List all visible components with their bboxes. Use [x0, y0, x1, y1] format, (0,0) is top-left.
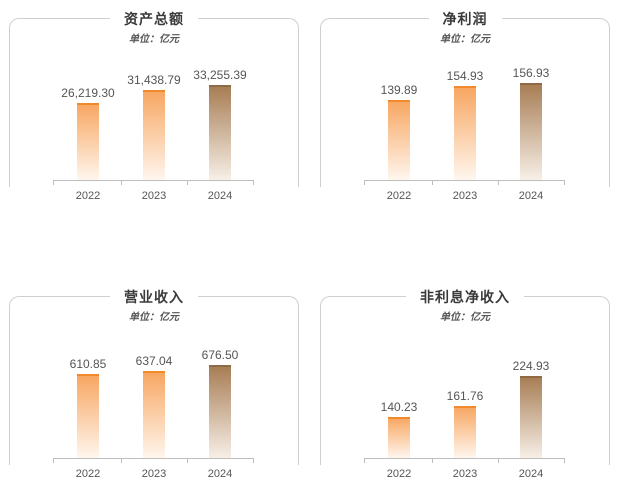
unit-label: 单位：亿元	[129, 34, 179, 45]
bar-2023	[454, 406, 476, 458]
x-tick-label-2022: 2022	[387, 190, 411, 202]
data-label-2022: 26,219.30	[61, 86, 115, 100]
bar-cap-2023	[454, 86, 476, 88]
bar-cap-2022	[77, 374, 99, 376]
chart-panel-non-interest-income: 非利息净收入 单位：亿元 140.23 2022 161.76 2023 224.93 2…	[320, 290, 610, 480]
data-label-2024: 33,255.39	[193, 68, 247, 82]
bar-2023	[143, 90, 165, 180]
unit-label: 单位：亿元	[129, 312, 179, 323]
data-label-2024: 156.93	[513, 66, 550, 80]
chart-panel-total-assets: 资产总额 单位：亿元 26,219.30 2022 31,438.79 2023 33,…	[9, 12, 299, 202]
data-label-2023: 154.93	[447, 69, 484, 83]
bar-2024	[520, 83, 542, 180]
bar-cap-2024	[520, 83, 542, 85]
bar-2022	[388, 417, 410, 458]
x-tick-label-2024: 2024	[208, 468, 232, 480]
data-label-2022: 140.23	[381, 400, 418, 414]
bar-chart-operating-income: 610.85 2022 637.04 2023 676.50 2024	[53, 348, 254, 480]
x-tick-label-2022: 2022	[76, 190, 100, 202]
bar-cap-2024	[209, 365, 231, 367]
data-label-2023: 31,438.79	[127, 73, 181, 87]
chart-title: 净利润	[428, 12, 502, 28]
bar-2024	[209, 365, 231, 458]
chart-panel-net-profit: 净利润 单位：亿元 139.89 2022 154.93 2023 156.93 2024	[320, 12, 610, 202]
unit-label: 单位：亿元	[440, 312, 490, 323]
bar-cap-2023	[143, 371, 165, 373]
x-tick-label-2023: 2023	[453, 190, 477, 202]
bar-2023	[454, 86, 476, 180]
data-label-2022: 139.89	[381, 83, 418, 97]
bar-2024	[520, 376, 542, 458]
bar-2022	[77, 103, 99, 180]
bar-2022	[388, 100, 410, 180]
x-tick-label-2024: 2024	[208, 190, 232, 202]
x-tick-label-2024: 2024	[519, 190, 543, 202]
bar-2022	[77, 374, 99, 458]
bar-2023	[143, 371, 165, 458]
bar-cap-2023	[454, 406, 476, 408]
chart-title: 资产总额	[110, 12, 198, 28]
bar-cap-2024	[520, 376, 542, 378]
bar-cap-2023	[143, 90, 165, 92]
bar-cap-2022	[388, 417, 410, 419]
bar-chart-total-assets: 26,219.30 2022 31,438.79 2023 33,255.39 2024	[53, 68, 254, 202]
chart-title: 非利息净收入	[406, 290, 524, 306]
x-tick-label-2023: 2023	[453, 468, 477, 480]
bar-2024	[209, 85, 231, 180]
bar-cap-2022	[77, 103, 99, 105]
bar-cap-2022	[388, 100, 410, 102]
unit-label: 单位：亿元	[440, 34, 490, 45]
x-tick-label-2023: 2023	[142, 468, 166, 480]
chart-panel-operating-income: 营业收入 单位：亿元 610.85 2022 637.04 2023 676.50 202…	[9, 290, 299, 480]
data-label-2023: 161.76	[447, 389, 484, 403]
data-label-2023: 637.04	[136, 354, 173, 368]
bar-chart-non-interest-income: 140.23 2022 161.76 2023 224.93 2024	[364, 359, 565, 480]
chart-title: 营业收入	[110, 290, 198, 306]
x-tick-label-2022: 2022	[387, 468, 411, 480]
bar-chart-net-profit: 139.89 2022 154.93 2023 156.93 2024	[364, 66, 565, 202]
x-tick-label-2023: 2023	[142, 190, 166, 202]
x-tick-label-2024: 2024	[519, 468, 543, 480]
bar-cap-2024	[209, 85, 231, 87]
data-label-2022: 610.85	[70, 357, 107, 371]
data-label-2024: 224.93	[513, 359, 550, 373]
data-label-2024: 676.50	[202, 348, 239, 362]
x-tick-label-2022: 2022	[76, 468, 100, 480]
